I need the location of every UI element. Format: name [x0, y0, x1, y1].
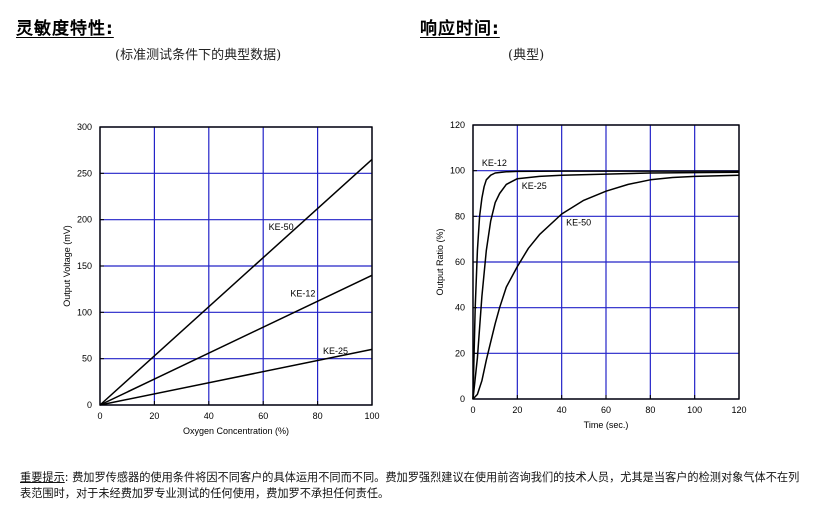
series-line-ke-50 — [99, 158, 373, 406]
notice-label: 重要提示 — [20, 471, 65, 484]
y-tick-label: 150 — [77, 261, 92, 271]
x-tick-label: 40 — [204, 411, 214, 421]
series-label-ke-50: KE-50 — [269, 222, 294, 232]
y-axis-label: Output Voltage (mV) — [62, 225, 72, 307]
right-section-subtitle: (典型) — [508, 48, 545, 63]
notice-colon: : — [64, 471, 69, 484]
notice-text: 费加罗传感器的使用条件将因不同客户的具体运用不同而不同。费加罗强烈建议在使用前咨… — [20, 471, 800, 500]
series-label-ke-25: KE-25 — [323, 346, 348, 356]
y-tick-label: 50 — [82, 354, 92, 364]
right-section-title: 响应时间: — [420, 19, 500, 39]
y-tick-label: 300 — [77, 122, 92, 132]
series-label-ke-12: KE-12 — [290, 289, 315, 299]
series-line-ke-12 — [99, 274, 373, 406]
left-section-title: 灵敏度特性: — [16, 19, 114, 39]
y-tick-label: 100 — [77, 307, 92, 317]
x-tick-label: 60 — [258, 411, 268, 421]
series-line-ke-25 — [99, 348, 373, 406]
y-tick-label: 200 — [77, 215, 92, 225]
x-tick-label: 80 — [313, 411, 323, 421]
important-notice: 重要提示: 费加罗传感器的使用条件将因不同客户的具体运用不同而不同。费加罗强烈建… — [20, 470, 805, 502]
left-section-subtitle: (标准测试条件下的典型数据) — [115, 48, 282, 63]
x-tick-label: 0 — [97, 411, 102, 421]
y-tick-label: 0 — [87, 400, 92, 410]
x-axis-label: Oxygen Concentration (%) — [183, 426, 289, 436]
x-tick-label: 100 — [364, 411, 379, 421]
x-tick-label: 20 — [149, 411, 159, 421]
y-tick-label: 250 — [77, 168, 92, 178]
